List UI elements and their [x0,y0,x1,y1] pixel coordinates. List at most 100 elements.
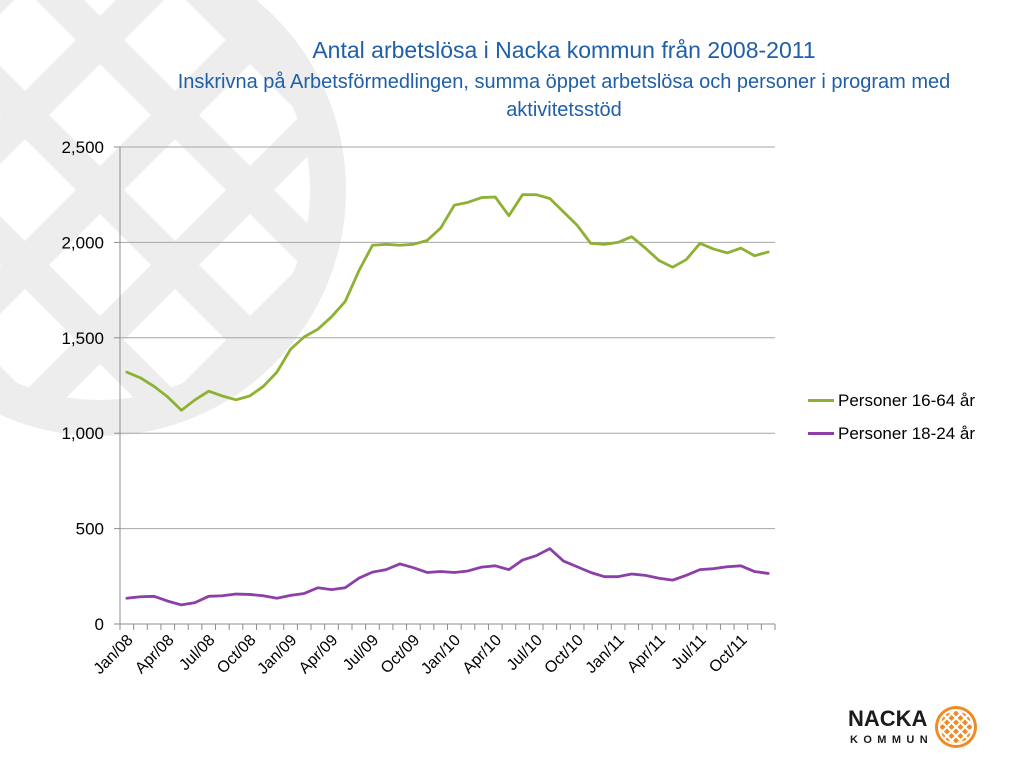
data-point [275,596,279,600]
gridlines [120,146,775,530]
data-point [671,265,675,269]
x-tick-label: Oct/10 [542,632,587,677]
data-point [343,300,347,304]
y-axis-labels: 0 500 1,000 1,500 2,000 2,500 [61,138,104,634]
data-point [398,562,402,566]
data-point [466,569,470,573]
series-line-personer-16-64-ar [125,193,770,412]
y-tick-label: 1,500 [61,329,104,348]
x-tick-label: Jul/10 [504,632,546,674]
data-point [302,335,306,339]
axes [114,146,776,630]
x-tick-label: Jan/10 [418,632,464,678]
data-point [179,603,183,607]
data-point [589,241,593,245]
chart-subtitle: Inskrivna på Arbetsförmedlingen, summa ö… [177,71,951,121]
data-point [357,576,361,580]
x-tick-label: Jul/08 [176,632,218,674]
data-point [234,398,238,402]
legend-item-18-24: Personer 18-24 år [808,417,975,450]
data-point [561,559,565,563]
data-point [507,568,511,572]
series-personer-18-24-ar [125,547,770,607]
data-point [220,394,224,398]
legend-label: Personer 16-64 år [838,390,976,410]
data-point [425,570,429,574]
data-point [411,242,415,246]
data-point [548,197,552,201]
data-point [534,554,538,558]
data-point [493,564,497,568]
series-line-personer-18-24-ar [125,547,770,607]
chart-title: Antal arbetslösa i Nacka kommun från 200… [312,37,816,63]
series-personer-16-64-ar [125,193,770,412]
data-point [466,200,470,204]
data-point [138,376,142,380]
watermark-ring [0,0,346,436]
data-point [739,564,743,568]
data-point [698,241,702,245]
data-point [316,586,320,590]
y-tick-label: 2,500 [61,138,104,157]
data-point [152,594,156,598]
data-point [657,576,661,580]
data-point [439,570,443,574]
data-point [248,592,252,596]
data-point [248,394,252,398]
data-point [671,578,675,582]
legend-swatch-18-24 [808,432,834,435]
data-point [739,246,743,250]
x-tick-label: Jan/09 [254,632,300,678]
data-point [398,243,402,247]
data-point [575,223,579,227]
data-point [370,243,374,247]
data-point [712,247,716,251]
x-tick-label: Apr/09 [296,632,341,677]
data-point [548,547,552,551]
data-point [179,408,183,412]
data-point [725,565,729,569]
data-point [698,568,702,572]
data-point [207,389,211,393]
data-point [193,601,197,605]
data-point [630,572,634,576]
data-point [630,235,634,239]
legend-item-16-64: Personer 16-64 år [808,384,975,417]
x-tick-label: Apr/10 [460,632,505,677]
data-point [712,567,716,571]
data-point [521,193,525,197]
data-point [289,593,293,597]
data-point [289,347,293,351]
data-point [411,566,415,570]
x-tick-label: Oct/08 [214,632,259,677]
data-point [425,238,429,242]
data-point [357,269,361,273]
data-point [261,594,265,598]
chart-title-block: Antal arbetslösa i Nacka kommun från 200… [161,36,967,124]
data-point [725,251,729,255]
x-tick-label: Apr/08 [132,632,177,677]
data-point [220,594,224,598]
data-point [534,193,538,197]
data-point [275,370,279,374]
data-point [480,565,484,569]
watermark-logo-icon [0,0,346,436]
data-point [166,599,170,603]
data-point [439,226,443,230]
data-point [452,203,456,207]
data-point [316,327,320,331]
data-point [330,315,334,319]
logo-text-nacka: NACKA [848,706,928,731]
logo-text-kommun: KOMMUN [850,734,934,746]
data-point [616,240,620,244]
x-tick-label: Apr/11 [624,632,669,677]
data-point [616,575,620,579]
data-point [753,570,757,574]
x-tick-label: Jan/08 [91,632,137,678]
data-point [507,214,511,218]
x-tick-label: Jan/11 [583,632,628,677]
data-point [684,258,688,262]
data-point [234,592,238,596]
